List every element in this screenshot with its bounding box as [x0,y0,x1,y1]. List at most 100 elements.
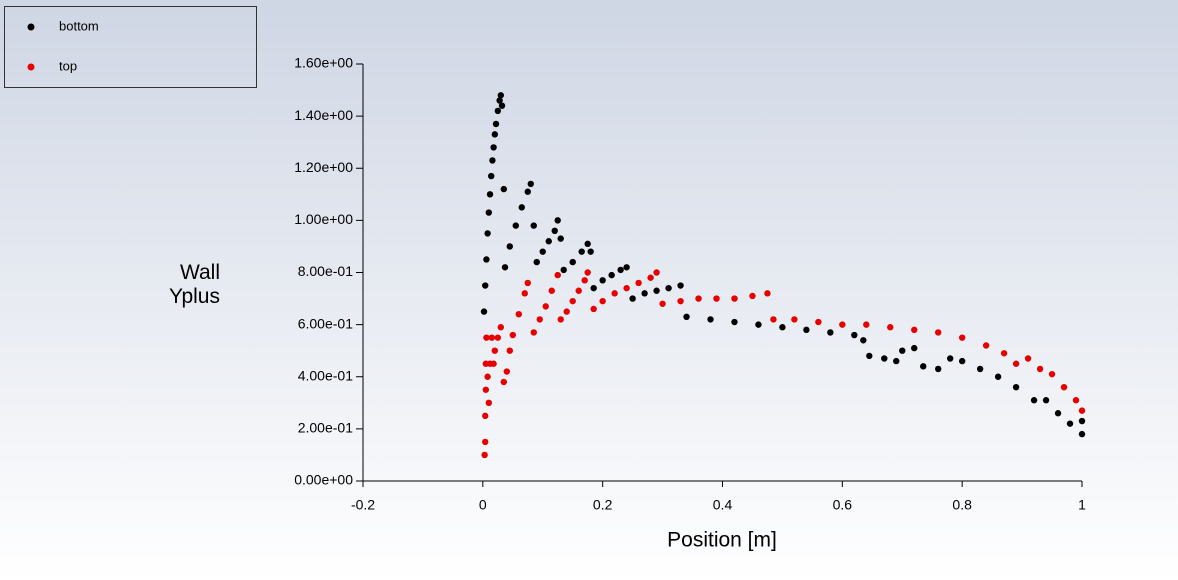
y-tick-label: 6.00e-01 [298,315,353,331]
data-point [575,287,582,294]
data-point [521,290,528,297]
y-tick-label: 8.00e-01 [298,263,353,279]
data-point [481,451,488,459]
legend-marker [27,63,35,71]
data-point [1066,420,1074,427]
data-point [599,277,606,284]
data-point [503,368,510,375]
x-tick-label: 1 [1078,497,1086,513]
data-point [1060,383,1068,391]
data-point [584,240,591,248]
data-point [492,120,500,128]
data-point [488,172,495,180]
data-point [935,365,942,373]
data-point [1042,397,1050,404]
data-point [480,308,488,315]
data-point [911,326,918,334]
data-point [803,326,810,334]
y-tick-label: 1.20e+00 [294,159,353,175]
data-point [946,355,954,362]
data-point [584,269,591,276]
data-point [629,295,636,302]
data-point [994,373,1002,380]
data-point [731,295,738,302]
y-tick-label: 0.00e+00 [294,472,353,488]
data-point [496,97,503,104]
data-point [491,131,499,138]
data-point [533,258,540,266]
data-point [1000,350,1008,357]
y-tick-label: 2.00e-01 [298,420,353,436]
data-point [677,297,684,305]
data-point [1078,430,1086,438]
data-point [524,279,531,287]
data-point [590,284,597,292]
data-point [536,316,543,323]
data-point [497,92,505,99]
data-point [486,191,494,198]
data-point [599,297,606,305]
data-point [491,347,499,354]
y-tick-label: 1.60e+00 [294,55,353,71]
data-point [500,185,508,193]
data-point [1012,360,1020,367]
data-point [484,373,491,380]
data-point [982,342,990,349]
data-point [590,305,597,313]
data-point [713,295,720,302]
data-point [524,188,531,195]
legend-label: bottom [59,18,99,33]
data-point [527,180,534,188]
y-tick-label: 1.00e+00 [294,211,353,227]
x-tick-label: 0.6 [833,497,853,513]
data-point [731,318,738,326]
data-point [851,331,858,339]
data-point [641,290,648,297]
data-point [506,347,513,354]
data-point [569,297,576,305]
x-tick-label: 0.4 [713,497,733,513]
data-point [498,102,506,109]
data-point [791,316,798,323]
data-point [755,321,762,328]
data-point [1054,410,1062,417]
data-point [866,352,873,360]
data-point [827,329,834,336]
data-point [485,209,493,216]
data-point [911,344,918,352]
data-point [554,271,561,279]
data-point [587,248,594,255]
data-point [563,308,570,315]
data-point [779,324,786,331]
x-tick-label: -0.2 [351,497,375,513]
data-point [512,222,519,229]
x-tick-label: 0.8 [952,497,972,513]
data-point [976,365,984,373]
data-point [653,287,660,294]
data-point [545,238,552,245]
data-point [958,357,966,365]
data-point [749,292,756,300]
data-point [548,287,555,294]
data-point [659,300,666,307]
y-tick-label: 1.40e+00 [294,107,353,123]
data-point [815,318,822,326]
data-point [530,329,537,336]
data-point [887,324,894,331]
data-point [1078,407,1086,414]
data-point [483,334,490,341]
data-point [542,303,549,310]
data-point [860,337,867,344]
data-point [551,227,558,234]
data-point [839,321,846,328]
data-point [500,378,508,386]
data-point [695,295,702,302]
x-tick-label: 0.2 [593,497,613,513]
data-point [899,347,906,354]
data-point [518,204,525,211]
data-point [506,243,513,250]
x-axis-label: Position [m] [667,529,777,552]
data-point [958,334,966,341]
data-point [893,357,900,365]
data-point [484,230,491,237]
